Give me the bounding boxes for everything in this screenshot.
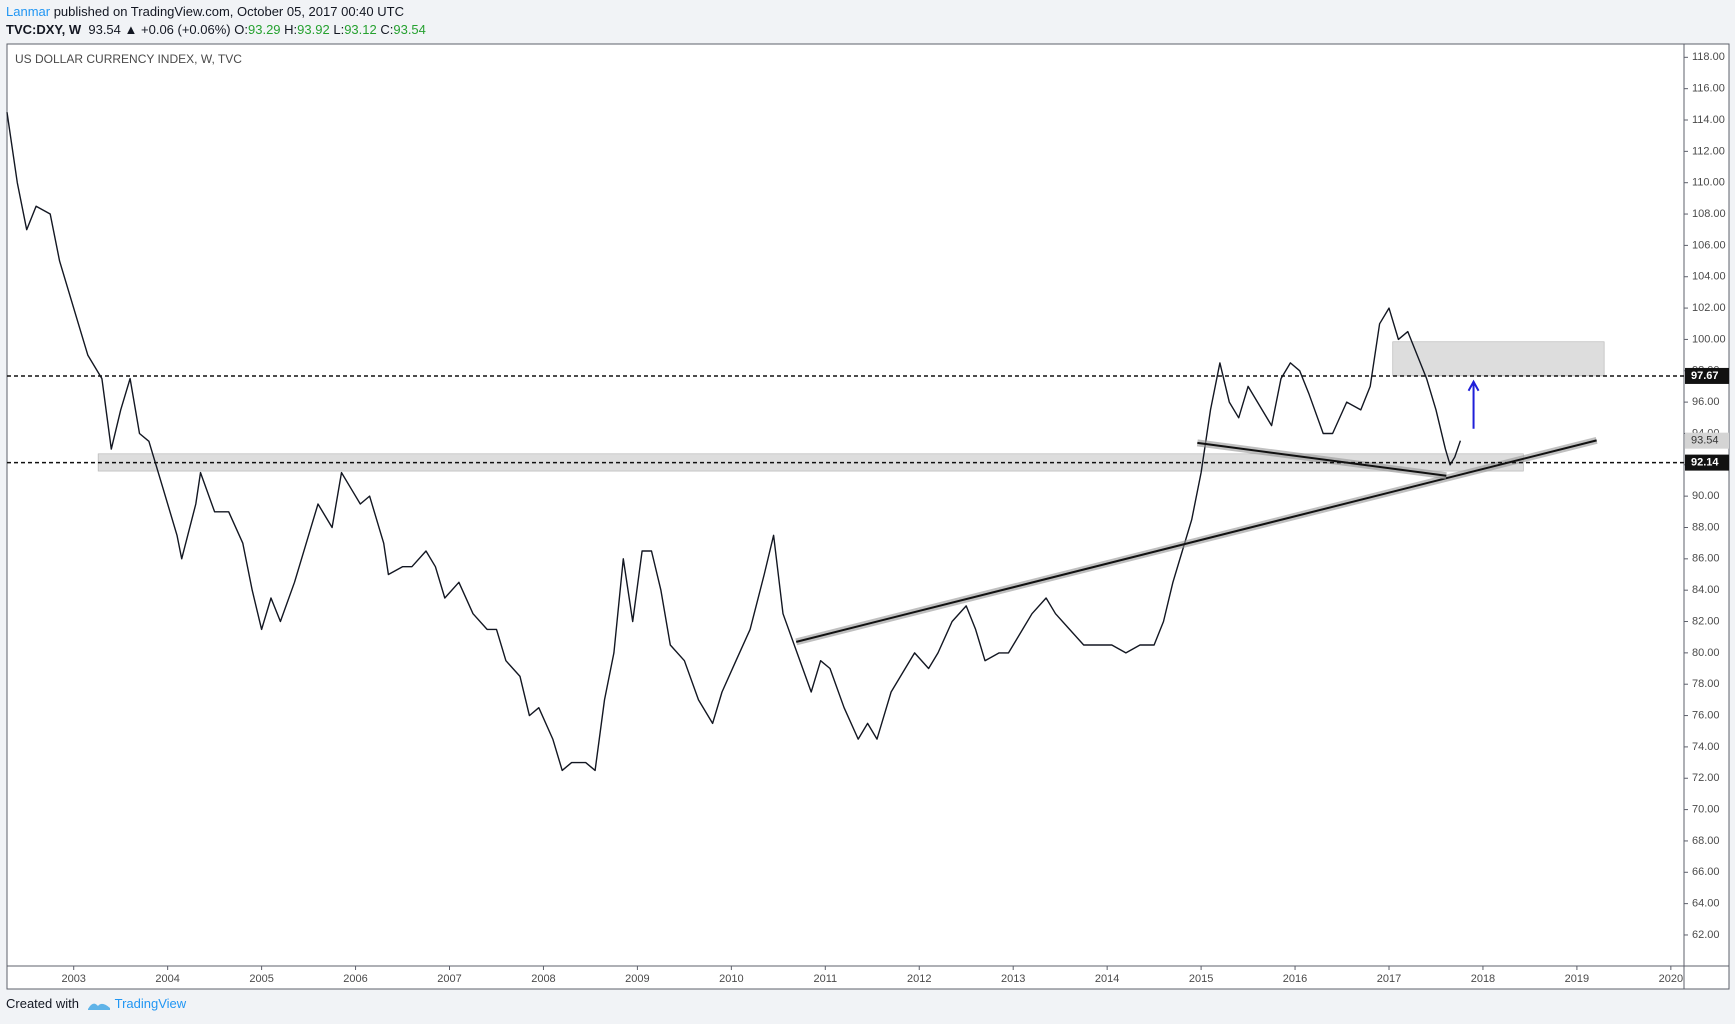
y-tick-label: 114.00 (1692, 114, 1725, 126)
x-tick-label: 2004 (155, 973, 179, 985)
x-tick-label: 2012 (907, 973, 931, 985)
footer: Created with TradingView (6, 996, 186, 1011)
level-label-box (1685, 367, 1729, 384)
trendline (795, 439, 1597, 643)
chart-title: US DOLLAR CURRENCY INDEX, W, TVC (15, 52, 242, 66)
x-tick-label: 2006 (343, 973, 367, 985)
y-tick-label: 62.00 (1692, 929, 1720, 941)
y-tick-label: 88.00 (1692, 521, 1720, 533)
y-tick-label: 102.00 (1692, 302, 1726, 314)
symbol-line: TVC:DXY, W 93.54 ▲ +0.06 (+0.06%) O:93.2… (6, 22, 426, 37)
y-tick-label: 104.00 (1692, 271, 1726, 283)
level-label: 92.14 (1691, 457, 1719, 469)
y-tick-label: 64.00 (1692, 898, 1720, 910)
change: ▲ +0.06 (+0.06%) (124, 22, 231, 37)
logo (87, 1003, 110, 1010)
zone (1392, 341, 1605, 377)
x-tick-label: 2013 (1001, 973, 1025, 985)
y-tick-label: 82.00 (1692, 615, 1720, 627)
y-tick-label: 80.00 (1692, 647, 1720, 659)
y-tick-label: 86.00 (1692, 553, 1720, 565)
trendline (1197, 441, 1447, 477)
ohlc-label: C: (380, 22, 394, 37)
x-tick-label: 2018 (1471, 973, 1495, 985)
y-tick-label: 84.00 (1692, 584, 1720, 596)
x-tick-label: 2016 (1283, 973, 1307, 985)
level-label-box (1685, 454, 1729, 471)
ohlc-value: 93.54 (393, 22, 426, 37)
ohlc-value: 93.29 (248, 22, 281, 37)
x-tick-label: 2014 (1095, 973, 1119, 985)
y-tick-label: 116.00 (1692, 83, 1725, 95)
x-tick-label: 2011 (813, 973, 837, 985)
ohlc-label: H: (284, 22, 298, 37)
ohlc-value: 93.92 (297, 22, 330, 37)
y-tick-label: 106.00 (1692, 239, 1726, 251)
y-tick-label: 78.00 (1692, 678, 1720, 690)
x-tick-label: 2008 (531, 973, 555, 985)
x-tick-label: 2015 (1189, 973, 1213, 985)
published: published on TradingView.com, October 05… (53, 4, 404, 19)
y-tick-label: 72.00 (1692, 772, 1720, 784)
ohlc-label: L: (333, 22, 345, 37)
ohlc-label: O: (234, 22, 248, 37)
x-tick-label: 2019 (1565, 973, 1589, 985)
arrow-head (1467, 379, 1480, 392)
y-tick-label: 100.00 (1692, 333, 1726, 345)
x-tick-label: 2009 (625, 973, 649, 985)
ohlc-value: 93.12 (344, 22, 377, 37)
footer-brand[interactable]: TradingView (114, 996, 187, 1011)
y-tick-label: 112.00 (1692, 145, 1725, 157)
chart: US DOLLAR CURRENCY INDEX, W, TVC 62.00 64… (6, 43, 1730, 990)
x-tick-label: 2005 (249, 973, 273, 985)
footer-text: Created with (6, 996, 79, 1011)
y-tick-label: 108.00 (1692, 208, 1726, 220)
last-price-label: 93.54 (1691, 435, 1719, 447)
x-tick-label: 2010 (719, 973, 743, 985)
last-price-box (1685, 432, 1729, 449)
y-tick-label: 118.00 (1692, 51, 1725, 63)
author[interactable]: Lanmar (6, 4, 51, 19)
y-tick-label: 110.00 (1692, 177, 1725, 189)
y-tick-label: 90.00 (1692, 490, 1720, 502)
symbol: TVC:DXY, W (6, 22, 82, 37)
last-price: 93.54 (88, 22, 121, 37)
y-tick-label: 68.00 (1692, 835, 1720, 847)
chart-frame (6, 43, 1730, 990)
x-tick-label: 2007 (437, 973, 461, 985)
y-tick-label: 96.00 (1692, 396, 1720, 408)
x-tick-label: 2017 (1377, 973, 1401, 985)
y-tick-label: 76.00 (1692, 709, 1720, 721)
y-tick-label: 66.00 (1692, 866, 1720, 878)
price-line (6, 112, 1462, 772)
level-label: 97.67 (1691, 370, 1719, 382)
x-tick-label: 2003 (61, 973, 85, 985)
y-tick-label: 70.00 (1692, 803, 1720, 815)
publish-line: Lanmar published on TradingView.com, Oct… (6, 4, 404, 19)
y-tick-label: 74.00 (1692, 741, 1720, 753)
x-tick-label: 2020 (1659, 973, 1683, 985)
